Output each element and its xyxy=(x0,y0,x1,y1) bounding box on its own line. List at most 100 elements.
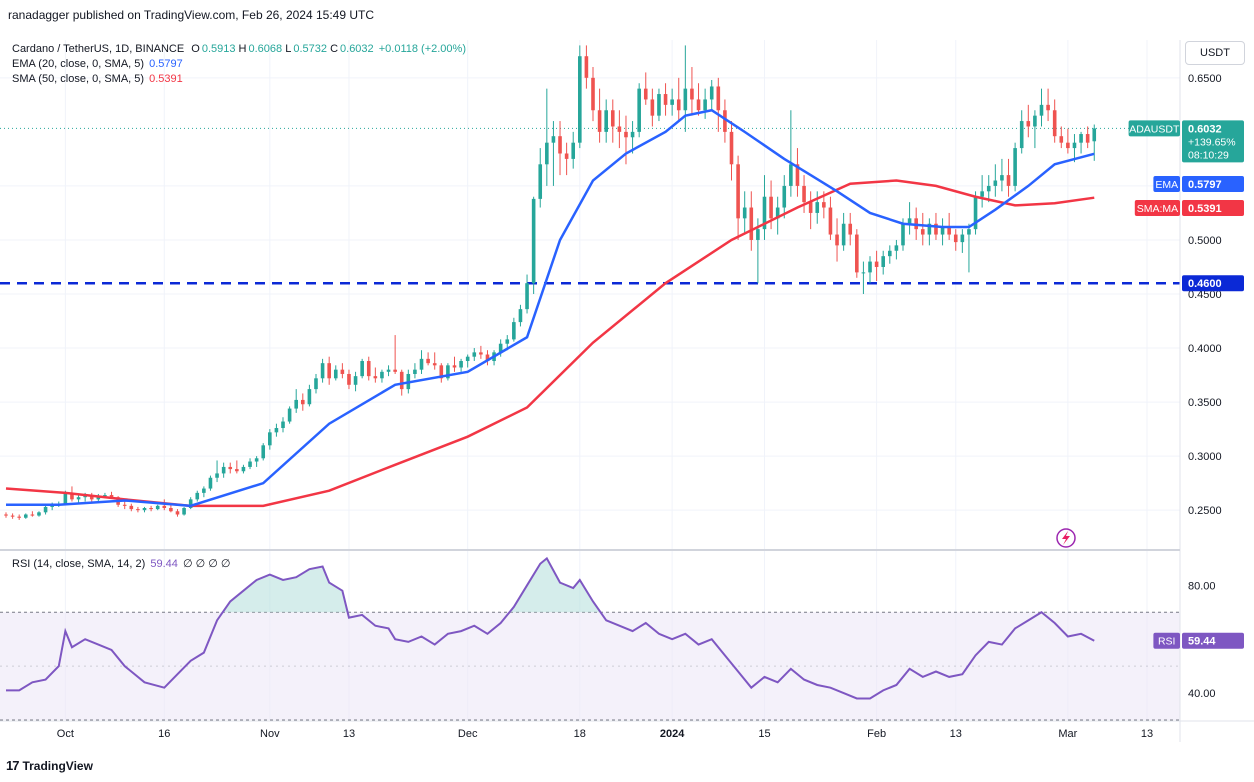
candle xyxy=(1006,158,1011,197)
candle xyxy=(986,175,991,203)
candle-body xyxy=(340,369,345,374)
candle xyxy=(855,229,859,278)
candle-body xyxy=(512,322,516,340)
candle-body xyxy=(327,363,331,379)
candle-body xyxy=(709,86,714,100)
rsi-legend-extra: ∅ ∅ ∅ ∅ xyxy=(182,558,231,570)
candle-body xyxy=(1085,134,1090,143)
candle-body xyxy=(545,142,549,165)
candle-body xyxy=(274,428,279,433)
candle-body xyxy=(228,466,233,470)
candle xyxy=(1013,142,1017,192)
candle-body xyxy=(76,497,81,500)
candle-body xyxy=(716,86,721,111)
candle-body xyxy=(980,191,984,197)
time-tick-label: Oct xyxy=(57,728,74,740)
candle-body xyxy=(109,495,114,498)
time-tick-label: 13 xyxy=(343,728,355,740)
time-tick-label: 13 xyxy=(1141,728,1153,740)
badge-layer: ADAUSDT 0.6032+139.65%08:10:29 EMA 0.5797 SM… xyxy=(1128,120,1244,649)
candle-body xyxy=(485,354,490,362)
candle xyxy=(1000,158,1004,192)
candle xyxy=(175,509,180,517)
candle xyxy=(789,110,793,197)
candle xyxy=(380,369,384,383)
brand-name: TradingView xyxy=(22,758,93,773)
candle-body xyxy=(696,99,701,111)
candle-body xyxy=(419,358,424,370)
candle-body xyxy=(465,356,470,362)
candle-body xyxy=(505,339,510,344)
candle-body xyxy=(815,202,820,213)
time-tick-label: 15 xyxy=(758,728,770,740)
rsi-legend-value: 59.44 xyxy=(150,558,178,570)
last-price-badge: ADAUSDT 0.6032+139.65%08:10:29 xyxy=(1128,120,1244,163)
rsi-badge-label-bg xyxy=(1153,632,1180,649)
candle-body xyxy=(578,56,582,143)
chart-frame[interactable]: 0.65000.55000.50000.45000.40000.35000.30… xyxy=(0,33,1254,755)
candle xyxy=(848,212,853,246)
candle xyxy=(307,384,312,407)
candle-body xyxy=(591,77,595,111)
footer-brand[interactable]: 17 TradingView xyxy=(6,758,93,773)
currency-button[interactable]: USDT xyxy=(1185,41,1245,65)
last-price-badge-value: 0.6032 xyxy=(1188,123,1222,135)
time-tick-label: Dec xyxy=(458,728,478,740)
candle-body xyxy=(268,432,272,446)
candle xyxy=(439,363,444,383)
candle-body xyxy=(643,88,648,100)
candle xyxy=(643,72,648,105)
candle-body xyxy=(287,408,292,422)
candle xyxy=(413,363,417,379)
support-badge: 0.4600 xyxy=(1182,275,1244,292)
candle xyxy=(729,121,734,181)
candle-body xyxy=(907,218,912,224)
rsi-badge-value: 59.44 xyxy=(1188,636,1216,648)
candle xyxy=(195,490,200,502)
candle-body xyxy=(248,461,252,467)
candle xyxy=(676,77,681,122)
candle xyxy=(340,363,345,379)
candle xyxy=(360,358,364,379)
price-tick-label: 0.2500 xyxy=(1188,505,1222,517)
candle-body xyxy=(874,261,879,267)
candle-body xyxy=(314,378,318,390)
candle-body xyxy=(947,226,951,235)
rsi-badge-value-bg xyxy=(1182,632,1244,649)
candle-body xyxy=(439,365,444,379)
chart-svg[interactable]: 0.65000.55000.50000.45000.40000.35000.30… xyxy=(0,33,1254,755)
candle xyxy=(300,393,305,411)
candle-body xyxy=(155,505,160,510)
candle-body xyxy=(17,516,21,518)
candle-body xyxy=(37,512,41,516)
candle-body xyxy=(241,466,246,472)
candle-body xyxy=(538,164,543,199)
sma50-line xyxy=(5,179,1095,508)
candle-body xyxy=(749,207,754,240)
candle-body xyxy=(967,229,971,235)
rsi-layer xyxy=(6,556,1095,700)
candle-body xyxy=(940,226,945,235)
candle-body xyxy=(4,514,8,516)
lightning-icon-bolt xyxy=(1062,531,1070,545)
candle xyxy=(347,369,351,390)
candle xyxy=(663,83,668,116)
candle-body xyxy=(855,234,859,273)
axis-layer: 0.65000.55000.50000.45000.40000.35000.30… xyxy=(0,40,1254,742)
candle xyxy=(142,506,147,513)
candle-body xyxy=(934,223,938,235)
ohlc-open: 0.5913 xyxy=(201,43,236,55)
candle xyxy=(545,88,549,186)
candle-body xyxy=(175,511,180,515)
candle-body xyxy=(43,506,48,513)
candle-body xyxy=(762,196,767,230)
candle xyxy=(525,274,529,314)
candle xyxy=(446,363,450,381)
ohlc-close: 0.6032 xyxy=(340,43,374,55)
candle xyxy=(861,261,866,294)
candle-body xyxy=(1026,121,1031,127)
candle-body xyxy=(690,88,694,100)
candle xyxy=(835,218,839,262)
candle xyxy=(254,456,259,467)
candle xyxy=(670,88,674,116)
